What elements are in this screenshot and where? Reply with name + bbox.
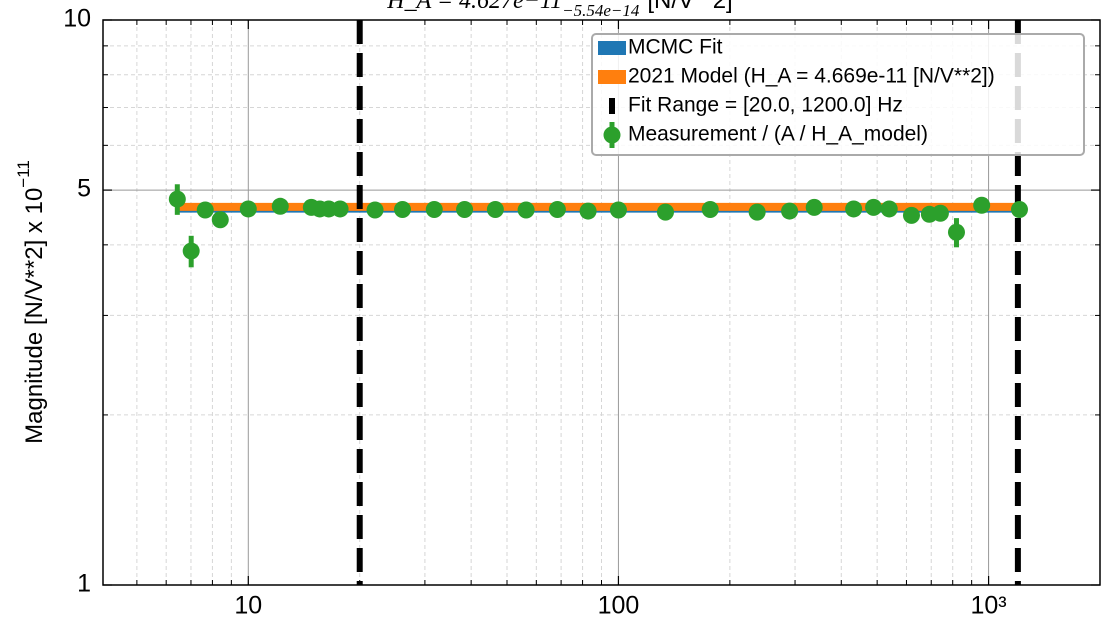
legend-swatch: [609, 98, 615, 114]
title-unit: [N/V**2]: [647, 0, 732, 14]
measurement-point: [271, 197, 289, 215]
y-tick-label: 1: [77, 570, 91, 598]
measurement-point: [239, 200, 257, 218]
x-tick-label: 10: [234, 592, 262, 620]
measurement-point: [865, 198, 883, 216]
x-tick-label: 10³: [971, 592, 1007, 620]
legend-swatch: [598, 41, 626, 55]
measurement-point: [902, 206, 920, 224]
measurement-point: [394, 200, 412, 218]
measurement-point: [609, 201, 627, 219]
measurement-point: [486, 200, 504, 218]
title-sub: −5.54e−14: [562, 1, 640, 20]
measurement-point: [973, 196, 991, 214]
legend-swatch: [603, 126, 621, 144]
measurement-point: [211, 211, 229, 229]
x-tick-label: 100: [598, 592, 640, 620]
measurement-point: [579, 202, 597, 220]
legend-label: Measurement / (A / H_A_model): [628, 123, 928, 146]
measurement-point: [168, 190, 186, 208]
plot-area: 10 100 10³ 1 5 10: [63, 5, 1101, 620]
measurement-point: [366, 201, 384, 219]
legend-label: MCMC Fit: [628, 36, 723, 59]
measurement-point: [196, 201, 214, 219]
y-axis-label: Magnitude [N/V**2] x 10−11: [14, 160, 48, 444]
measurement-point: [425, 200, 443, 218]
measurement-point: [748, 203, 766, 221]
y-tick-label: 5: [77, 175, 91, 203]
legend-label: Fit Range = [20.0, 1200.0] Hz: [628, 94, 903, 117]
legend-swatch: [598, 70, 626, 84]
measurement-point: [656, 203, 674, 221]
measurement-point: [805, 198, 823, 216]
legend: MCMC Fit 2021 Model (H_A = 4.669e-11 [N/V…: [591, 33, 1085, 156]
legend-label: 2021 Model (H_A = 4.669e-11 [N/V**2]): [628, 65, 995, 88]
measurement-point: [880, 200, 898, 218]
measurement-point: [456, 200, 474, 218]
y-label-main: Magnitude [N/V**2] x 10: [21, 188, 48, 444]
measurement-point: [931, 204, 949, 222]
measurement-point: [781, 202, 799, 220]
y-label-exp: −11: [14, 160, 33, 188]
measurement-point: [947, 223, 965, 241]
measurement-point: [331, 200, 349, 218]
measurement-point: [701, 200, 719, 218]
legend-box: [591, 33, 1085, 156]
measurement-point: [845, 200, 863, 218]
title-main: H_A = 4.627e−11: [386, 0, 562, 14]
measurement-point: [182, 242, 200, 260]
measurement-point: [517, 201, 535, 219]
y-tick-label: 10: [63, 5, 91, 33]
chart-title: H_A = 4.627e−11−5.54e−14 [N/V**2]: [386, 0, 732, 20]
axes-frame: [102, 19, 1101, 586]
measurement-point: [1010, 200, 1028, 218]
measurement-point: [548, 200, 566, 218]
